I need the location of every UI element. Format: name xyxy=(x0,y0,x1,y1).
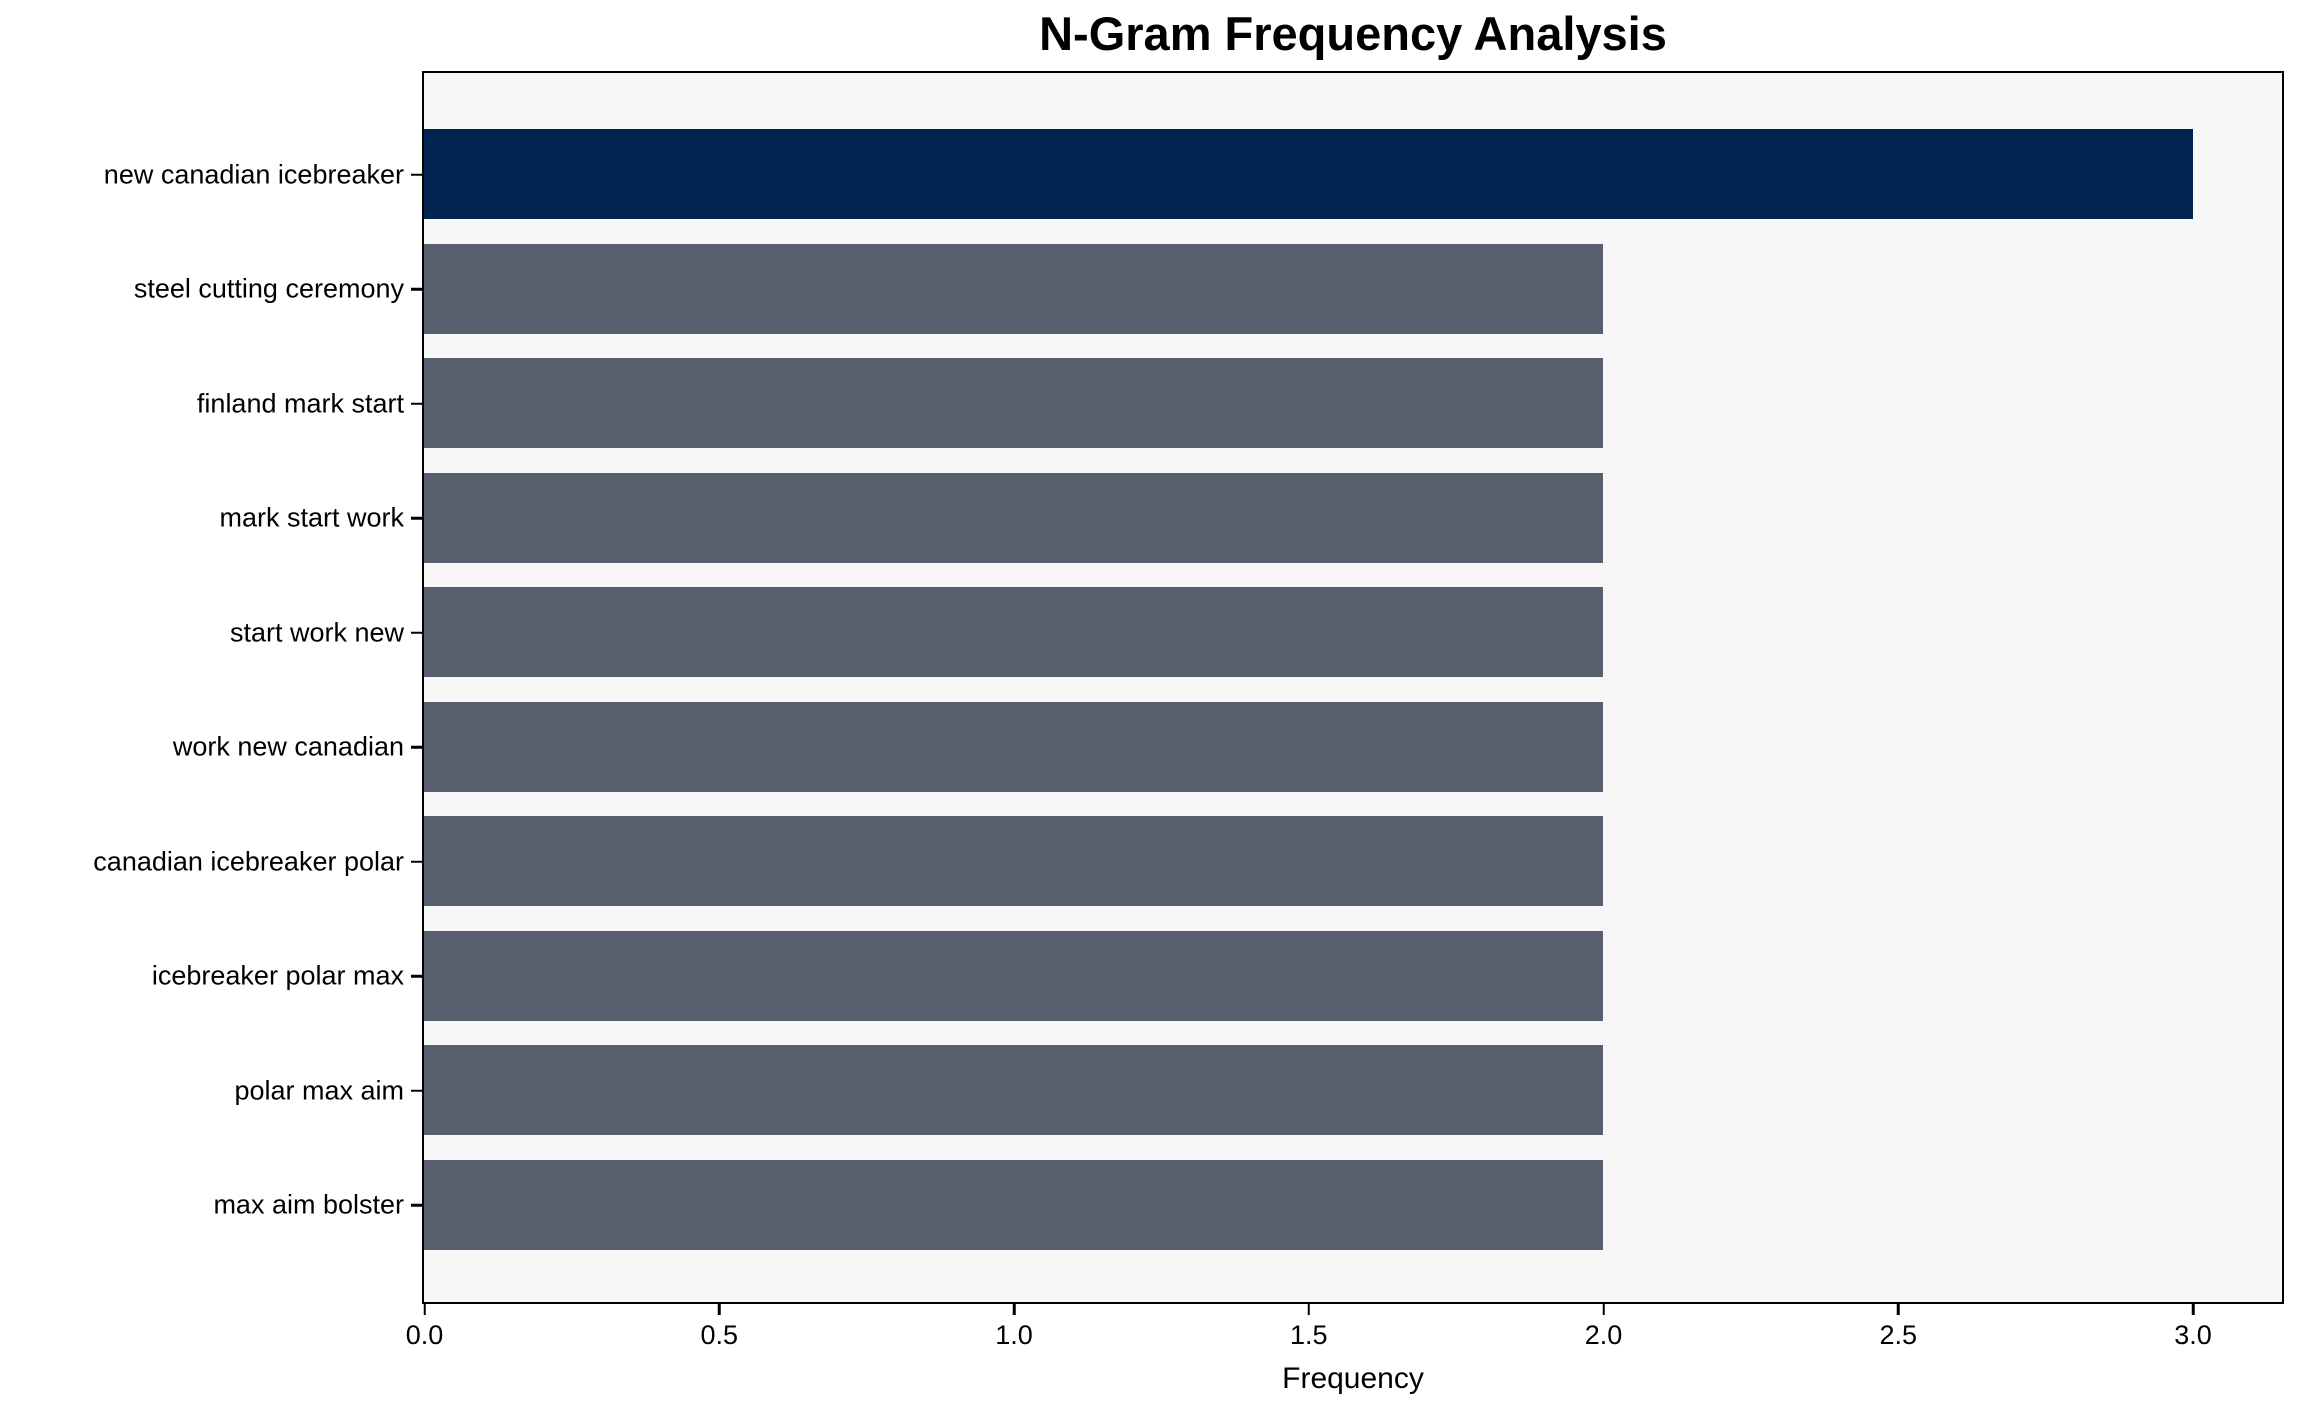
bar-polar-max-aim xyxy=(424,1045,1604,1135)
x-axis-label: Frequency xyxy=(1282,1362,1424,1395)
bar-finland-mark-start xyxy=(424,358,1604,448)
bar-canadian-icebreaker-polar xyxy=(424,816,1604,906)
chart-title: N-Gram Frequency Analysis xyxy=(1039,7,1667,60)
y-tick-mark xyxy=(411,1089,422,1092)
bar-start-work-new xyxy=(424,587,1604,677)
y-tick-label: canadian icebreaker polar xyxy=(93,846,404,876)
x-tick-mark xyxy=(1897,1304,1900,1315)
x-tick-mark xyxy=(2191,1304,2195,1315)
y-tick-mark xyxy=(411,287,422,291)
x-tick-mark xyxy=(1012,1304,1016,1315)
bar-icebreaker-polar-max xyxy=(424,930,1604,1021)
x-tick-label: 3.0 xyxy=(2174,1320,2212,1350)
y-tick-label: finland mark start xyxy=(196,388,404,418)
x-tick-label: 0.0 xyxy=(405,1320,444,1350)
y-tick-mark xyxy=(411,974,422,978)
x-tick-mark xyxy=(1307,1304,1311,1315)
y-tick-label: max aim bolster xyxy=(213,1189,404,1220)
y-tick-mark xyxy=(411,1203,422,1207)
bar-max-aim-bolster xyxy=(424,1159,1604,1250)
y-tick-mark xyxy=(411,631,422,634)
y-tick-mark xyxy=(411,402,422,405)
bar-work-new-canadian xyxy=(424,701,1604,792)
x-tick-label: 1.0 xyxy=(995,1320,1033,1350)
y-tick-mark xyxy=(411,516,422,520)
x-tick-label: 0.5 xyxy=(700,1320,739,1350)
y-tick-mark xyxy=(411,860,422,863)
bar-new-canadian-icebreaker xyxy=(424,129,2193,219)
x-tick-mark xyxy=(423,1304,426,1315)
y-tick-label: start work new xyxy=(229,617,404,647)
y-tick-label: steel cutting ceremony xyxy=(133,273,404,304)
y-tick-label: work new canadian xyxy=(172,731,404,762)
x-tick-label: 2.5 xyxy=(1879,1320,1918,1350)
y-tick-label: mark start work xyxy=(219,502,404,533)
y-tick-label: new canadian icebreaker xyxy=(103,159,404,189)
y-tick-mark xyxy=(411,173,422,176)
plot-area xyxy=(422,71,2284,1304)
y-tick-label: icebreaker polar max xyxy=(151,960,404,991)
x-tick-label: 2.0 xyxy=(1584,1320,1623,1350)
bar-steel-cutting-ceremony xyxy=(424,243,1604,334)
x-tick-label: 1.5 xyxy=(1290,1320,1328,1350)
x-tick-mark xyxy=(718,1304,721,1315)
y-tick-label: polar max aim xyxy=(234,1075,404,1105)
bar-mark-start-work xyxy=(424,472,1604,563)
x-tick-mark xyxy=(1602,1304,1605,1315)
y-tick-mark xyxy=(411,745,422,749)
